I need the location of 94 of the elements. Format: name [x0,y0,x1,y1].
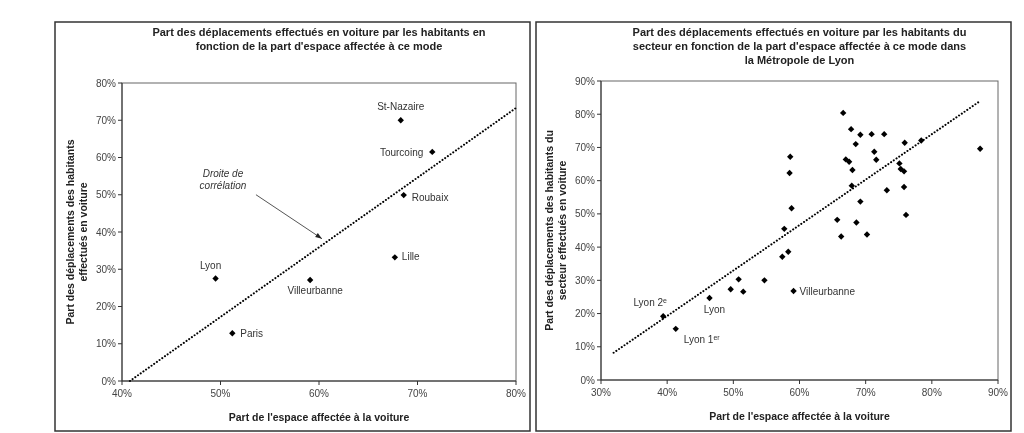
y-tick-label: 20% [95,301,117,312]
point [781,225,788,233]
x-tick-label: 40% [657,387,678,398]
x-tick-label: 80% [921,387,942,398]
point [787,153,794,160]
y-tick-label: 30% [95,263,117,275]
point [788,205,795,212]
point [857,131,864,139]
y-tick-label: 40% [95,226,117,238]
point [837,233,845,240]
point [397,117,404,124]
x-tick-label: 80% [505,388,527,399]
point [212,275,219,282]
y-tick-label: 0% [101,375,117,387]
y-tick-label: 80% [574,108,596,120]
y-tick-label: 80% [95,77,117,89]
point [880,130,888,138]
y-tick-label: 10% [95,338,117,350]
point [839,109,847,117]
point [727,286,734,293]
point [660,313,667,320]
point [672,325,679,333]
annotation: Droite de corrélation [199,167,247,191]
x-axis-title: Part de l'espace affectée à la voiture [709,410,890,422]
point [863,231,871,238]
y-tick-label: 70% [574,141,596,153]
point [901,139,908,146]
annotation: Lille [401,251,421,263]
y-tick-label: 30% [574,274,596,286]
annotation: St-Nazaire [377,101,425,113]
point [786,169,793,177]
y-tick-label: 70% [95,114,117,126]
point [740,288,747,295]
x-tick-label: 50% [723,387,744,398]
annotation: Roubaix [411,192,449,204]
y-tick-label: 10% [574,341,596,353]
y-tick-label: 60% [95,152,117,163]
annotation: Lyon [703,303,726,315]
point [900,183,908,191]
point [976,145,984,152]
y-tick-label: 60% [574,175,596,187]
x-tick-label: 50% [210,388,231,399]
point [761,277,768,284]
x-tick-label: 30% [590,387,612,398]
point [845,158,853,165]
point [306,276,314,284]
annotation: Tourcoing [379,146,424,158]
point [896,160,903,167]
annotation: Lyon [199,259,222,271]
point [871,148,878,155]
point [785,248,792,255]
point [883,187,891,194]
point [902,211,910,219]
point [873,156,880,163]
y-axis-title: Part des déplacements des habitants du secteur effectués en voiture [543,130,568,331]
point [706,294,713,302]
x-tick-label: 70% [855,387,876,398]
annotation: Lyon 1$^{er}$ [683,333,721,345]
x-tick-label: 60% [789,387,810,398]
annotation: Villeurbanne [287,285,344,297]
point [900,168,908,175]
point [897,165,904,173]
y-axis-title: Part des déplacements des habitants effectués en voiture [64,139,89,325]
annotation: Paris [240,328,264,340]
y-tick-label: 40% [574,241,596,253]
y-tick-label: 0% [580,374,596,386]
annotation: Lyon 2$^{e}$ [633,296,668,309]
x-axis-title: Part de l'espace affectée à la voiture [228,411,410,423]
point [834,216,841,224]
y-tick-label: 50% [574,208,596,220]
point [391,254,399,261]
point [849,166,856,174]
point [735,276,742,283]
x-tick-label: 40% [111,388,133,399]
x-tick-label: 90% [987,387,1009,398]
x-tick-label: 60% [308,388,330,399]
point [790,287,797,295]
point [229,330,236,337]
point [848,182,855,189]
point [857,198,864,205]
y-tick-label: 50% [95,189,117,201]
point [429,148,436,156]
y-tick-label: 90% [574,75,596,87]
chart-title: Part des déplacements effectués en voiture par les habitants du secteur en fonction de la part d'espace affectée à ce mode dans la Métropole de Lyon [632,26,967,66]
y-tick-label: 20% [574,308,596,320]
point [853,219,860,226]
x-tick-label: 70% [407,388,428,399]
chart-title: Part des déplacements effectués en voiture par les habitants en fonction de la part d'espace affectée à ce mode [152,26,486,52]
point [852,140,859,148]
point [779,253,786,260]
point [868,130,875,138]
point [847,125,855,133]
point [400,191,407,199]
annotation: Villeurbanne [799,285,856,297]
